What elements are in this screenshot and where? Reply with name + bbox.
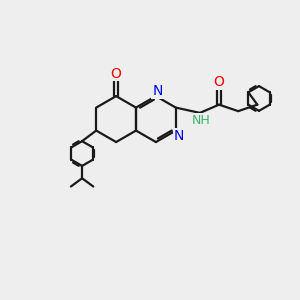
Text: O: O [214,75,224,89]
Text: NH: NH [192,114,211,127]
Text: O: O [111,67,122,81]
Text: N: N [174,129,184,143]
Text: N: N [152,84,163,98]
